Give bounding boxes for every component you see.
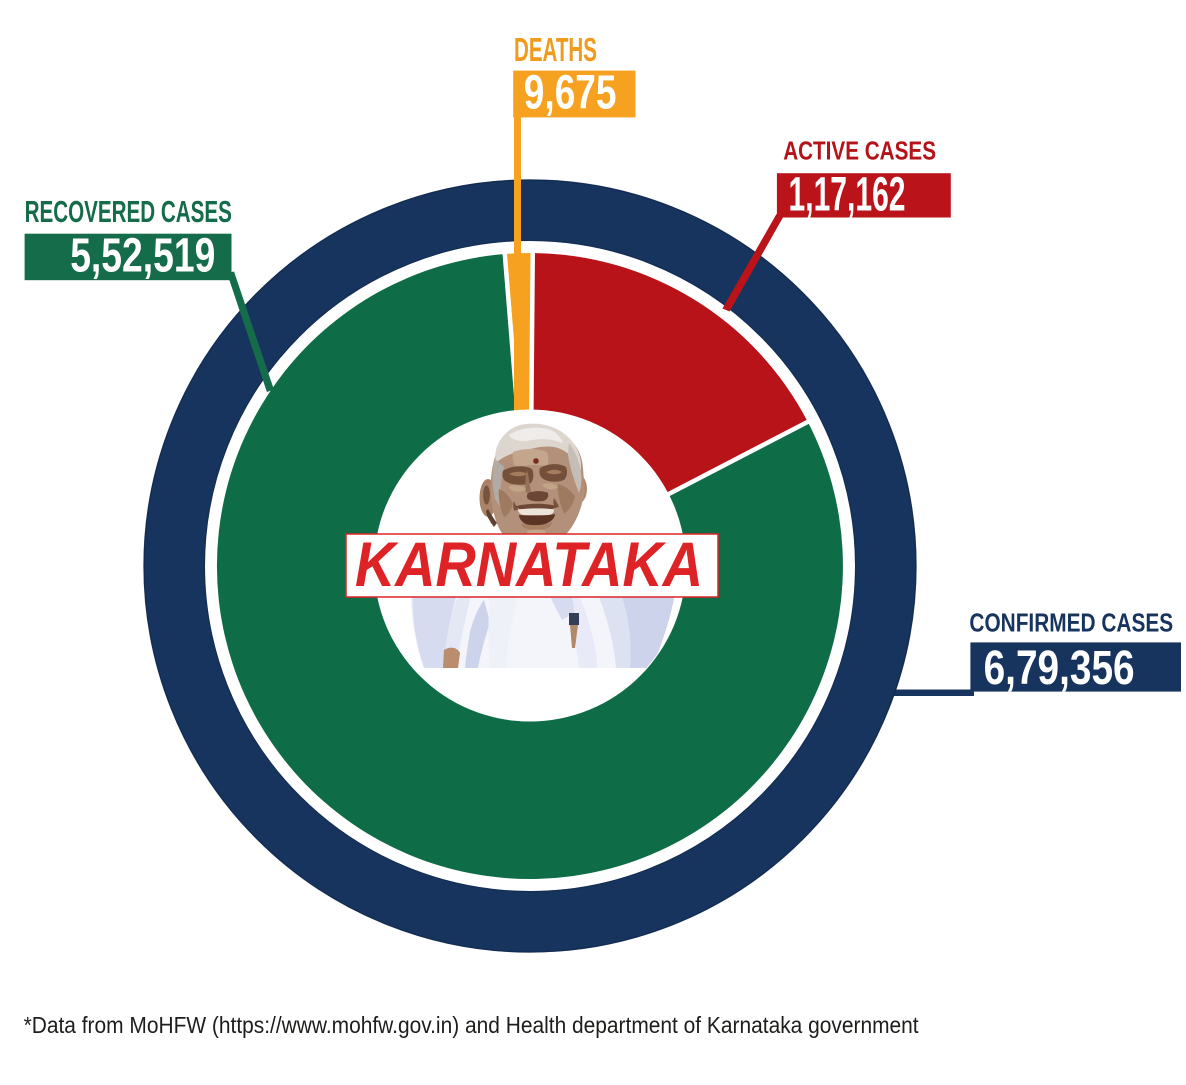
svg-text:ACTIVE CASES: ACTIVE CASES <box>783 136 936 166</box>
svg-text:1,17,162: 1,17,162 <box>789 169 906 222</box>
svg-text:KARNATAKA: KARNATAKA <box>355 530 703 600</box>
svg-text:CONFIRMED CASES: CONFIRMED CASES <box>969 608 1173 638</box>
svg-text:DEATHS: DEATHS <box>514 31 597 68</box>
svg-text:5,52,519: 5,52,519 <box>70 229 215 282</box>
svg-text:6,79,356: 6,79,356 <box>984 642 1135 695</box>
svg-text:*Data from MoHFW (https://www.: *Data from MoHFW (https://www.mohfw.gov.… <box>24 1012 920 1038</box>
svg-text:9,675: 9,675 <box>524 67 617 120</box>
svg-text:RECOVERED CASES: RECOVERED CASES <box>25 194 232 229</box>
